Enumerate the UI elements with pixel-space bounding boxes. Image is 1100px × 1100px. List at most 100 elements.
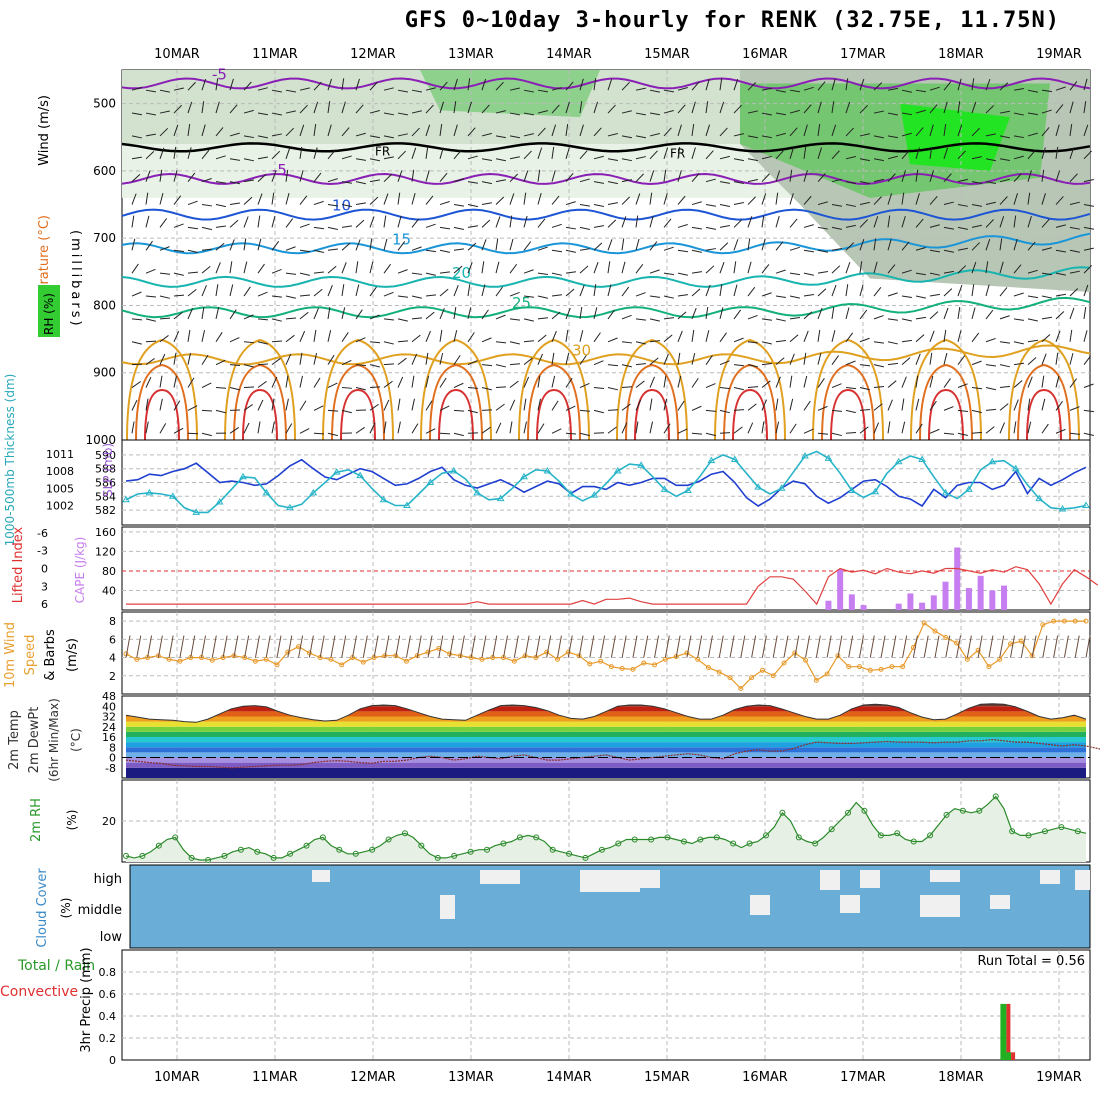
- wind-barb: [369, 314, 380, 320]
- isotherm-arc: [812, 338, 884, 441]
- wind-barb: [159, 317, 171, 320]
- wind-barb: [803, 86, 814, 91]
- wind-speed-marker: [414, 653, 420, 659]
- slp-marker: [426, 478, 435, 485]
- wind-barb: [635, 156, 646, 160]
- wind-barb: [369, 216, 375, 228]
- wind-speed-marker: [382, 653, 388, 659]
- wind-barb: [190, 635, 196, 658]
- wind-barb: [481, 239, 487, 251]
- wind-speed-marker: [403, 658, 409, 664]
- wind-barb: [635, 380, 645, 388]
- wind-barb: [313, 81, 322, 91]
- cloud-high-block: [930, 870, 960, 882]
- wind-barb: [635, 399, 642, 411]
- wind-barb: [607, 261, 611, 274]
- x-tick-label-bottom: 11MAR: [252, 1070, 298, 1085]
- wind-barb: [341, 307, 346, 320]
- wind-barb: [803, 400, 811, 411]
- wind-barb: [271, 268, 282, 274]
- wind-barb: [579, 307, 583, 319]
- wind-barb: [495, 314, 506, 320]
- rh-marker: [730, 840, 737, 847]
- rh-marker: [319, 834, 326, 841]
- wind-barb: [654, 635, 660, 658]
- wind-barb: [943, 288, 953, 297]
- wind-barb: [509, 87, 520, 91]
- wind-barb: [663, 398, 668, 411]
- dewpoint-line: [125, 738, 1100, 769]
- wind-barb: [453, 307, 457, 319]
- temp-color-band: [126, 726, 1086, 732]
- wind-barb: [1041, 398, 1046, 411]
- wind-barb: [495, 196, 505, 205]
- wind-barb: [817, 147, 823, 159]
- y-axis-label: (6hr Min/Max): [47, 698, 61, 782]
- wind-barb: [509, 156, 520, 160]
- wind-barb: [705, 409, 717, 412]
- rh-marker: [828, 826, 835, 833]
- wind-barb: [761, 380, 771, 388]
- x-tick-label-bottom: 12MAR: [350, 1070, 396, 1085]
- wind-speed-marker: [209, 657, 215, 663]
- wind-barb: [257, 363, 269, 366]
- wind-barb: [397, 133, 408, 137]
- wind-barb: [887, 292, 898, 297]
- wind-barb: [621, 238, 625, 251]
- wind-barb: [593, 360, 604, 366]
- wind-barb: [803, 224, 814, 228]
- wind-barb: [632, 635, 638, 658]
- wind-barb: [1055, 196, 1064, 205]
- wind-barb: [831, 124, 837, 137]
- wind-barb: [929, 249, 940, 253]
- wind-barb: [761, 112, 772, 116]
- wind-barb: [957, 247, 968, 251]
- wind-barb: [831, 204, 842, 207]
- wind-barb: [985, 364, 997, 367]
- wind-barb: [327, 124, 332, 137]
- wind-barb: [971, 261, 977, 274]
- wind-speed-marker: [975, 647, 981, 653]
- wind-barb: [929, 146, 933, 159]
- wind-barb: [215, 262, 221, 274]
- cape-bar: [989, 590, 996, 610]
- wind-barb: [817, 432, 829, 435]
- wind-barb: [621, 110, 632, 114]
- wind-barb: [257, 291, 268, 297]
- wind-barb: [187, 172, 196, 182]
- wind-barb: [719, 332, 727, 343]
- wind-barb: [607, 202, 618, 206]
- slp-marker: [262, 488, 271, 496]
- wind-speed-marker: [274, 662, 280, 668]
- slp-marker: [847, 486, 856, 494]
- wind-barb: [845, 431, 857, 434]
- wind-speed-marker: [457, 653, 463, 659]
- wind-barb: [831, 226, 842, 230]
- wind-speed-marker: [587, 661, 593, 667]
- wind-barb: [999, 385, 1011, 389]
- wind-barb: [565, 307, 571, 320]
- wind-barb: [1069, 226, 1080, 230]
- cloud-mid-block: [840, 895, 860, 913]
- wind-barb: [425, 223, 436, 228]
- wind-barb: [397, 150, 407, 160]
- x-tick-label-bottom: 10MAR: [154, 1070, 200, 1085]
- wind-barb: [971, 431, 983, 434]
- wind-barb: [453, 330, 458, 342]
- wind-barb: [313, 377, 321, 388]
- wind-speed-marker: [1018, 638, 1024, 644]
- wind-barb: [257, 215, 261, 228]
- wind-barb: [1055, 224, 1066, 228]
- wind-barb: [621, 403, 631, 411]
- y-axis-label: (%): [59, 898, 73, 919]
- wind-barb: [131, 238, 136, 251]
- wind-barb: [691, 405, 702, 411]
- wind-barb: [187, 81, 196, 91]
- wind-barb: [341, 242, 351, 251]
- cape-bar: [895, 603, 902, 610]
- wind-barb: [369, 158, 380, 162]
- wind-barb: [453, 248, 464, 251]
- wind-barb: [481, 104, 490, 114]
- wind-barb: [215, 127, 224, 137]
- wind-barb: [229, 219, 239, 228]
